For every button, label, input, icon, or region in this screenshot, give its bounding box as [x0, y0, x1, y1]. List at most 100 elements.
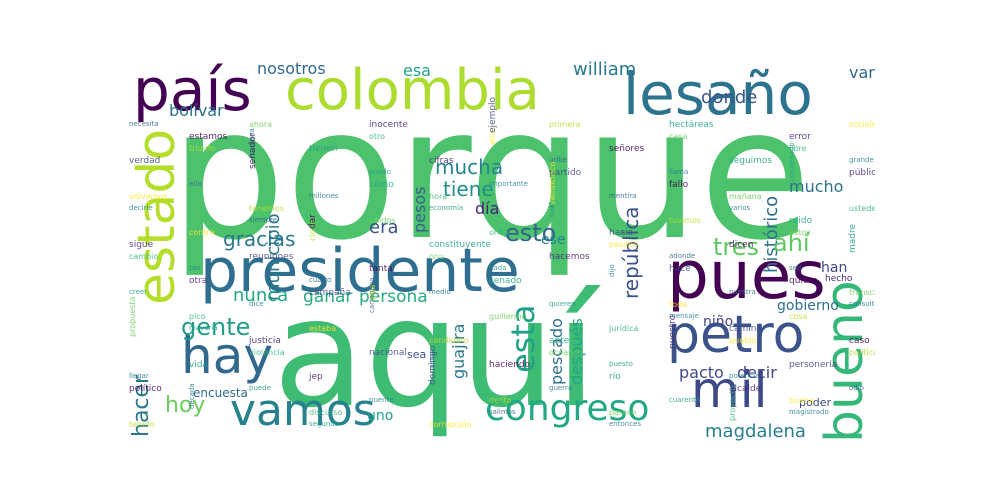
- word-small: elija: [368, 284, 377, 302]
- word-nosotros: nosotros: [257, 61, 326, 78]
- word-gracias: gracias: [223, 227, 296, 251]
- word-small: cifras: [429, 156, 454, 166]
- word-small: mayoría: [189, 324, 218, 332]
- word-small: alcalde: [729, 384, 762, 394]
- word-small: ella: [189, 180, 202, 188]
- word-han: han: [821, 260, 848, 276]
- word-cloud: porque aquí presidente colombia país les…: [125, 61, 875, 443]
- word-ese: ese: [541, 232, 566, 248]
- word-republica: república: [619, 206, 643, 299]
- word-small: humana: [248, 128, 256, 157]
- word-small: ante: [549, 336, 570, 346]
- word-small: otro: [369, 132, 386, 141]
- word-small: unidos: [369, 216, 396, 225]
- word-small: político: [129, 384, 162, 394]
- word-small: hacia: [609, 228, 634, 238]
- word-small: orilla: [489, 228, 509, 237]
- word-nino: niño: [703, 314, 734, 330]
- word-ganar: ganar: [303, 287, 353, 307]
- word-lesano: lesaño: [623, 61, 813, 128]
- word-small: partido: [549, 168, 582, 178]
- word-small: ejemplo: [488, 96, 498, 133]
- word-william: william: [573, 61, 637, 80]
- word-small: necesita: [129, 120, 159, 128]
- word-small: sigue: [129, 240, 154, 250]
- word-small: campaña: [309, 288, 351, 298]
- word-small: cosa: [789, 312, 808, 321]
- word-small: varios: [729, 204, 751, 212]
- word-tres: tres: [713, 233, 760, 261]
- word-small: tanta: [369, 264, 393, 274]
- word-small: cuatro: [309, 276, 332, 284]
- word-small: tan: [189, 264, 201, 272]
- word-small: onu: [429, 252, 445, 261]
- word-small: hace: [669, 264, 691, 274]
- word-small: medio: [429, 288, 451, 296]
- word-small: senado: [489, 276, 522, 286]
- word-mucha: mucha: [435, 155, 504, 179]
- word-small: ustedes: [849, 204, 875, 213]
- word-small: verdad: [129, 156, 161, 166]
- word-van: van: [849, 63, 875, 82]
- word-small: puente: [369, 396, 394, 404]
- word-small: mismo: [428, 349, 436, 373]
- word-small: nada: [489, 264, 507, 272]
- word-small: tuvimos: [669, 216, 702, 225]
- word-small: década: [188, 383, 196, 409]
- word-small: guerra: [549, 384, 573, 392]
- word-gente: gente: [181, 313, 251, 341]
- word-pesos: pesos: [410, 186, 429, 233]
- word-small: jep: [309, 372, 323, 382]
- word-small: importante: [489, 180, 528, 188]
- word-small: odio: [849, 384, 864, 392]
- word-small: justicia: [249, 336, 281, 346]
- word-small: primera: [549, 120, 581, 129]
- word-esa: esa: [403, 61, 431, 80]
- word-small: ahora: [249, 120, 273, 129]
- word-small: corrupción: [429, 420, 472, 429]
- word-uno: uno: [367, 408, 394, 424]
- word-small: creer: [129, 288, 148, 296]
- word-small: inocente: [369, 120, 408, 130]
- word-esto: esto: [505, 219, 557, 247]
- word-small: pico: [189, 312, 206, 321]
- word-small: proyecto: [728, 385, 737, 421]
- word-hecho: hecho: [825, 274, 853, 284]
- word-small: entonces: [609, 420, 642, 428]
- word-small: estaba: [309, 324, 337, 333]
- word-small: condenado: [788, 142, 796, 181]
- word-hay: hay: [181, 327, 273, 385]
- word-small: personería: [789, 360, 838, 370]
- word-small: violencia: [249, 348, 285, 357]
- word-small: propuesta: [128, 296, 137, 337]
- word-gobierno: gobierno: [777, 298, 839, 314]
- word-small: llama: [669, 168, 689, 176]
- word-small: otra: [189, 276, 208, 286]
- word-small: contra: [189, 228, 215, 237]
- word-sea: sea: [407, 348, 427, 361]
- word-small: haciendo: [489, 360, 531, 370]
- word-dia: día: [475, 199, 500, 218]
- word-small: reuniones: [249, 252, 294, 262]
- word-small: hora: [429, 192, 448, 201]
- word-small: ruido: [789, 216, 813, 226]
- word-small: caso: [849, 336, 870, 346]
- word-pacto: pacto: [679, 363, 724, 382]
- word-small: guillermo: [489, 312, 527, 321]
- word-small: millones: [309, 192, 339, 200]
- word-porque: porque: [170, 68, 812, 280]
- word-small: casa: [669, 132, 688, 141]
- word-small: nacional: [369, 348, 407, 358]
- word-small: consulta: [849, 300, 875, 308]
- word-small: hectáreas: [669, 120, 714, 130]
- word-small: vida: [189, 360, 209, 370]
- word-small: transcripción: [849, 288, 875, 297]
- word-small: tienen: [309, 144, 338, 154]
- word-tiene: tiene: [443, 177, 494, 201]
- word-small: constituyente: [429, 240, 491, 250]
- word-small: jurídica: [609, 324, 639, 333]
- word-small: buena: [789, 396, 815, 405]
- word-small: toda: [669, 300, 688, 309]
